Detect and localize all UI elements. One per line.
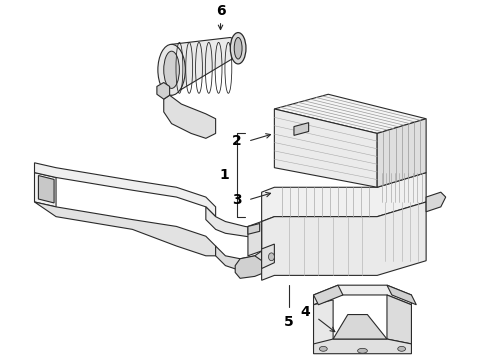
Polygon shape xyxy=(294,123,309,135)
Polygon shape xyxy=(248,224,260,234)
Polygon shape xyxy=(34,172,56,207)
Text: 1: 1 xyxy=(220,168,229,182)
Polygon shape xyxy=(262,202,426,280)
Polygon shape xyxy=(34,202,216,256)
Polygon shape xyxy=(387,295,412,344)
Ellipse shape xyxy=(319,346,327,351)
Ellipse shape xyxy=(269,253,274,261)
Polygon shape xyxy=(314,285,412,305)
Text: 5: 5 xyxy=(284,315,294,329)
Polygon shape xyxy=(426,192,446,212)
Polygon shape xyxy=(333,315,387,339)
Text: 3: 3 xyxy=(232,193,242,207)
Polygon shape xyxy=(314,339,412,354)
Polygon shape xyxy=(314,300,333,349)
Polygon shape xyxy=(274,94,426,134)
Polygon shape xyxy=(206,207,274,243)
Polygon shape xyxy=(172,37,240,95)
Ellipse shape xyxy=(164,51,179,89)
Polygon shape xyxy=(262,244,274,269)
Polygon shape xyxy=(164,95,216,138)
Text: 2: 2 xyxy=(232,134,242,148)
Polygon shape xyxy=(248,221,262,256)
Ellipse shape xyxy=(158,44,185,95)
Ellipse shape xyxy=(230,33,246,64)
Text: 4: 4 xyxy=(301,305,311,319)
Ellipse shape xyxy=(234,37,242,59)
Polygon shape xyxy=(262,172,426,221)
Ellipse shape xyxy=(358,348,368,353)
Text: 6: 6 xyxy=(216,4,225,18)
Ellipse shape xyxy=(398,346,406,351)
Polygon shape xyxy=(216,243,274,270)
Polygon shape xyxy=(377,119,426,187)
Polygon shape xyxy=(157,82,170,99)
Polygon shape xyxy=(314,285,343,305)
Polygon shape xyxy=(38,176,54,203)
Polygon shape xyxy=(235,256,265,278)
Polygon shape xyxy=(34,163,216,217)
Polygon shape xyxy=(274,109,377,187)
Polygon shape xyxy=(387,285,416,305)
